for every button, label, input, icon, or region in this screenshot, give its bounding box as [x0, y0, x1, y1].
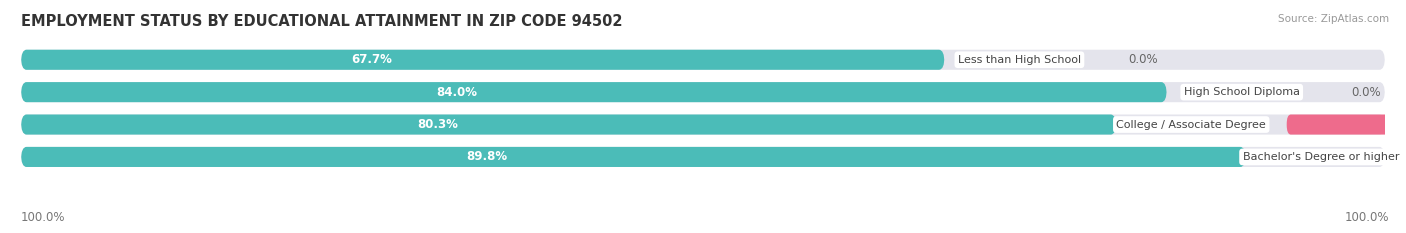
FancyBboxPatch shape	[21, 114, 1385, 135]
FancyBboxPatch shape	[21, 50, 945, 70]
FancyBboxPatch shape	[21, 82, 1167, 102]
Text: High School Diploma: High School Diploma	[1184, 87, 1299, 97]
Legend: In Labor Force, Unemployed: In Labor Force, Unemployed	[599, 229, 807, 233]
Text: 80.3%: 80.3%	[416, 118, 458, 131]
FancyBboxPatch shape	[21, 50, 1385, 70]
FancyBboxPatch shape	[21, 147, 1246, 167]
FancyBboxPatch shape	[21, 82, 1385, 102]
Text: College / Associate Degree: College / Associate Degree	[1116, 120, 1267, 130]
Text: Bachelor's Degree or higher: Bachelor's Degree or higher	[1243, 152, 1399, 162]
Text: Less than High School: Less than High School	[957, 55, 1081, 65]
FancyBboxPatch shape	[1286, 114, 1396, 135]
Text: 100.0%: 100.0%	[21, 211, 66, 224]
FancyBboxPatch shape	[21, 147, 1385, 167]
Text: 0.0%: 0.0%	[1129, 53, 1159, 66]
Text: 89.8%: 89.8%	[465, 151, 508, 163]
Text: 0.0%: 0.0%	[1351, 86, 1381, 99]
FancyBboxPatch shape	[21, 114, 1116, 135]
Text: Source: ZipAtlas.com: Source: ZipAtlas.com	[1278, 14, 1389, 24]
Text: 84.0%: 84.0%	[436, 86, 477, 99]
Text: 100.0%: 100.0%	[1344, 211, 1389, 224]
Text: 67.7%: 67.7%	[352, 53, 392, 66]
Text: EMPLOYMENT STATUS BY EDUCATIONAL ATTAINMENT IN ZIP CODE 94502: EMPLOYMENT STATUS BY EDUCATIONAL ATTAINM…	[21, 14, 623, 29]
